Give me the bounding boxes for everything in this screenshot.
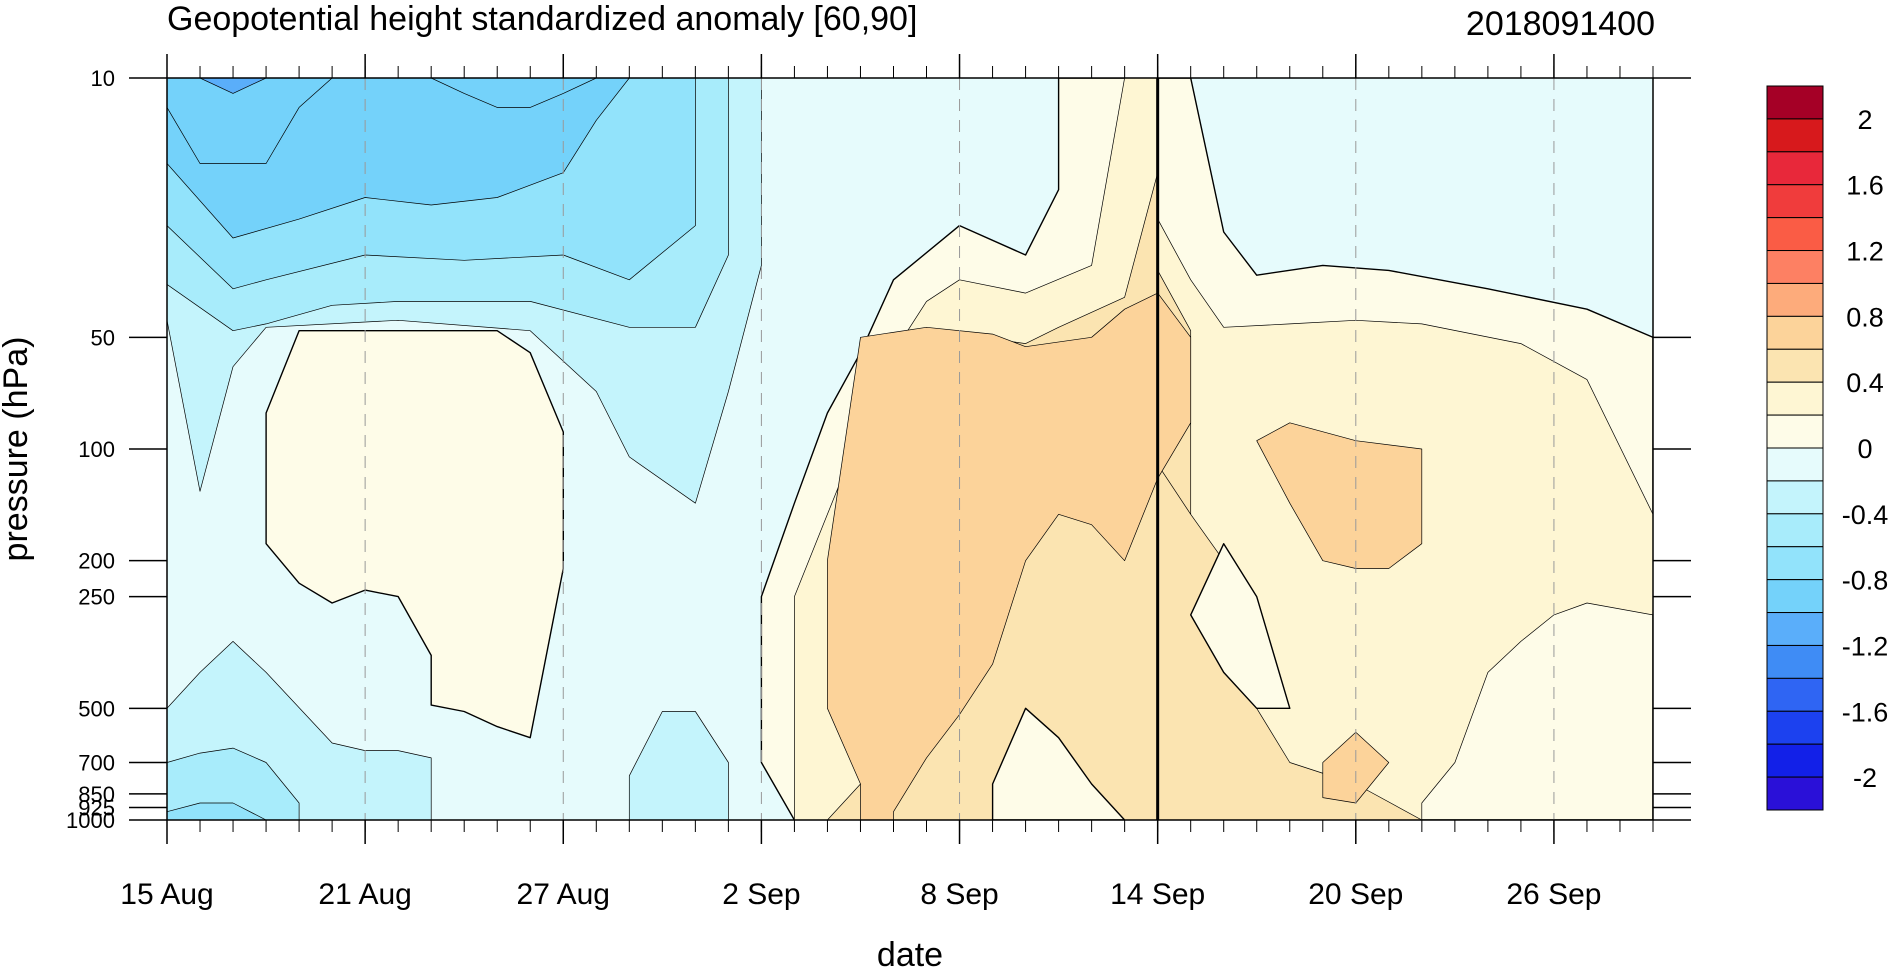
x-tick-label: 26 Sep (1506, 878, 1601, 911)
x-tick-label: 21 Aug (318, 878, 411, 911)
colorbar-label: 1.6 (1846, 171, 1884, 201)
chart-title: Geopotential height standardized anomaly… (167, 0, 917, 38)
y-tick-label: 50 (91, 325, 115, 350)
contour-fills (167, 78, 1653, 820)
contour-region-20 (991, 707, 1126, 820)
colorbar-label: 0.8 (1846, 302, 1884, 332)
date-label: 2018091400 (1466, 5, 1655, 43)
colorbar-label: -2 (1853, 763, 1877, 793)
colorbar-swatch (1766, 710, 1824, 745)
x-tick-label: 20 Sep (1308, 878, 1403, 911)
colorbar-swatch (1766, 612, 1824, 646)
colorbar-swatch (1766, 644, 1824, 679)
colorbar-swatch (1766, 85, 1824, 120)
contour-region-9 (167, 802, 267, 820)
colorbar-swatch (1766, 447, 1824, 482)
colorbar-swatch (1766, 315, 1824, 350)
colorbar-label: 0.4 (1846, 368, 1884, 398)
y-tick-label: 10 (91, 66, 115, 91)
x-tick-label: 8 Sep (920, 878, 998, 911)
colorbar-swatch (1766, 546, 1824, 581)
colorbar: 2 1.6 1.2 0.8 0.4 0 -0.4 -0.8 -1.2 -1.6 -2 (1766, 85, 1889, 811)
colorbar-swatch (1766, 480, 1824, 515)
y-tick-label: 250 (78, 585, 115, 610)
colorbar-label: -1.2 (1842, 631, 1889, 661)
y-tick-label: 100 (78, 437, 115, 462)
colorbar-label: -0.8 (1842, 566, 1889, 596)
contour-region-19 (1189, 543, 1291, 709)
colorbar-swatch (1766, 217, 1824, 252)
contour-region-16 (827, 292, 1192, 820)
colorbar-label: 0 (1857, 434, 1872, 464)
colorbar-swatch (1766, 118, 1824, 153)
contour-region-10 (628, 711, 729, 820)
x-axis: 15 Aug 21 Aug 27 Aug 2 Sep 8 Sep 14 Sep 20 Sep… (120, 54, 1654, 911)
y-tick-label: 1000 (66, 808, 115, 833)
colorbar-label: 2 (1857, 105, 1872, 135)
contour-region-8 (167, 747, 300, 820)
y-tick-label: 200 (78, 549, 115, 574)
contour-region-17 (1256, 422, 1423, 569)
contour-region-6 (199, 78, 267, 94)
x-tick-label: 2 Sep (722, 878, 800, 911)
colorbar-label: -0.4 (1842, 500, 1889, 530)
colorbar-swatch (1766, 184, 1824, 219)
colorbar-label: -1.6 (1842, 697, 1889, 727)
y-tick-label: 850 (78, 782, 115, 807)
colorbar-label: 1.2 (1846, 237, 1884, 267)
x-tick-label: 14 Sep (1110, 878, 1205, 911)
colorbar-swatch (1766, 151, 1824, 186)
x-tick-label: 27 Aug (517, 878, 610, 911)
colorbar-swatch (1766, 282, 1824, 317)
y-tick-label: 700 (78, 751, 115, 776)
contour-region-5 (167, 78, 597, 164)
contour-region-18 (1322, 731, 1390, 804)
colorbar-swatch (1766, 513, 1824, 548)
x-tick-label: 15 Aug (120, 878, 213, 911)
colorbar-swatch (1766, 348, 1824, 383)
x-axis-label: date (877, 936, 943, 969)
contour-region-11 (265, 330, 564, 739)
colorbar-swatch (1766, 677, 1824, 712)
colorbar-swatch (1766, 579, 1824, 614)
contour-region-15 (1157, 464, 1423, 820)
y-tick-label: 500 (78, 696, 115, 721)
y-tick-label: 925 (78, 795, 115, 820)
colorbar-swatch (1766, 414, 1824, 449)
colorbar-swatch (1766, 381, 1824, 416)
colorbar-swatch (1766, 250, 1824, 284)
colorbar-swatch (1766, 776, 1824, 811)
colorbar-swatch (1766, 743, 1824, 778)
y-axis-label: pressure (hPa) (0, 337, 35, 562)
